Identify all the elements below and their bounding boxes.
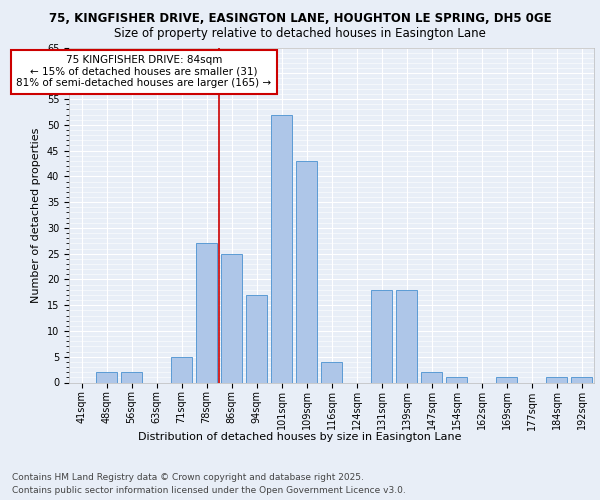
Bar xyxy=(571,378,592,382)
Text: Distribution of detached houses by size in Easington Lane: Distribution of detached houses by size … xyxy=(138,432,462,442)
Bar xyxy=(321,362,342,382)
Bar xyxy=(121,372,142,382)
Bar xyxy=(221,254,242,382)
Bar xyxy=(196,244,217,382)
Bar xyxy=(446,378,467,382)
Bar xyxy=(246,295,267,382)
Bar xyxy=(271,114,292,382)
Bar xyxy=(496,378,517,382)
Text: 75 KINGFISHER DRIVE: 84sqm
← 15% of detached houses are smaller (31)
81% of semi: 75 KINGFISHER DRIVE: 84sqm ← 15% of deta… xyxy=(16,55,272,88)
Bar xyxy=(171,356,192,382)
Text: Contains public sector information licensed under the Open Government Licence v3: Contains public sector information licen… xyxy=(12,486,406,495)
Bar xyxy=(546,378,567,382)
Bar xyxy=(96,372,117,382)
Bar xyxy=(396,290,417,382)
Bar xyxy=(371,290,392,382)
Bar xyxy=(296,161,317,382)
Text: Contains HM Land Registry data © Crown copyright and database right 2025.: Contains HM Land Registry data © Crown c… xyxy=(12,472,364,482)
Y-axis label: Number of detached properties: Number of detached properties xyxy=(31,128,41,302)
Text: 75, KINGFISHER DRIVE, EASINGTON LANE, HOUGHTON LE SPRING, DH5 0GE: 75, KINGFISHER DRIVE, EASINGTON LANE, HO… xyxy=(49,12,551,26)
Bar xyxy=(421,372,442,382)
Text: Size of property relative to detached houses in Easington Lane: Size of property relative to detached ho… xyxy=(114,28,486,40)
